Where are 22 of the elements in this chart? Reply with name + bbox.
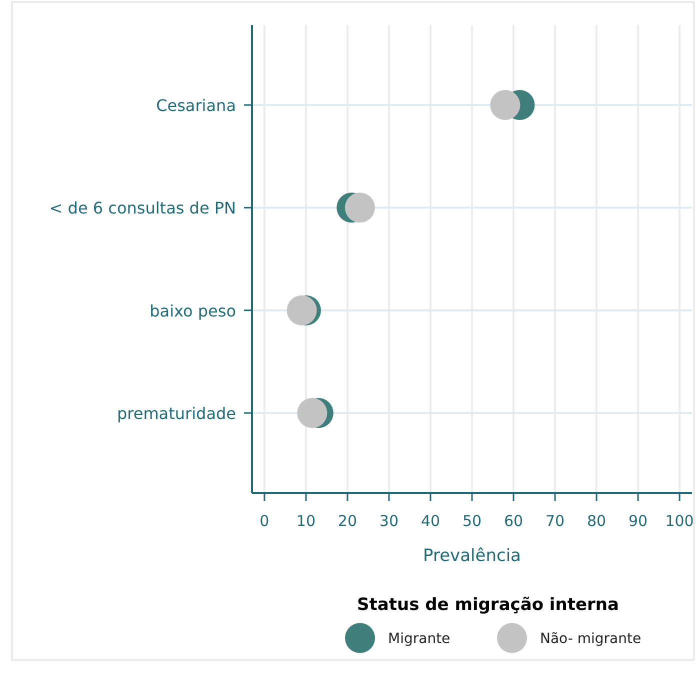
x-tick-label: 70 <box>545 512 565 530</box>
x-tick-label: 50 <box>462 512 482 530</box>
x-tick-label: 0 <box>260 512 270 530</box>
x-tick-label: 20 <box>338 512 358 530</box>
point <box>490 90 520 120</box>
legend-label: Não- migrante <box>540 631 642 647</box>
legend-title: Status de migração interna <box>357 595 619 615</box>
point <box>297 398 328 428</box>
x-tick-label: 80 <box>586 512 606 530</box>
y-tick-label: Cesariana <box>156 96 236 115</box>
x-tick-label: 40 <box>420 512 440 530</box>
x-axis-title: Prevalência <box>423 546 521 566</box>
x-tick-label: 10 <box>296 512 316 530</box>
point <box>344 192 375 223</box>
x-tick-label: 90 <box>628 512 648 530</box>
y-tick-label: prematuridade <box>116 404 236 423</box>
y-tick-label: < de 6 consultas de PN <box>49 198 236 218</box>
legend-label: Migrante <box>388 631 450 647</box>
x-tick-label: 60 <box>504 512 524 530</box>
x-tick-label: 100 <box>665 512 694 530</box>
x-tick-label: 30 <box>379 512 399 530</box>
y-tick-label: baixo peso <box>150 301 236 320</box>
